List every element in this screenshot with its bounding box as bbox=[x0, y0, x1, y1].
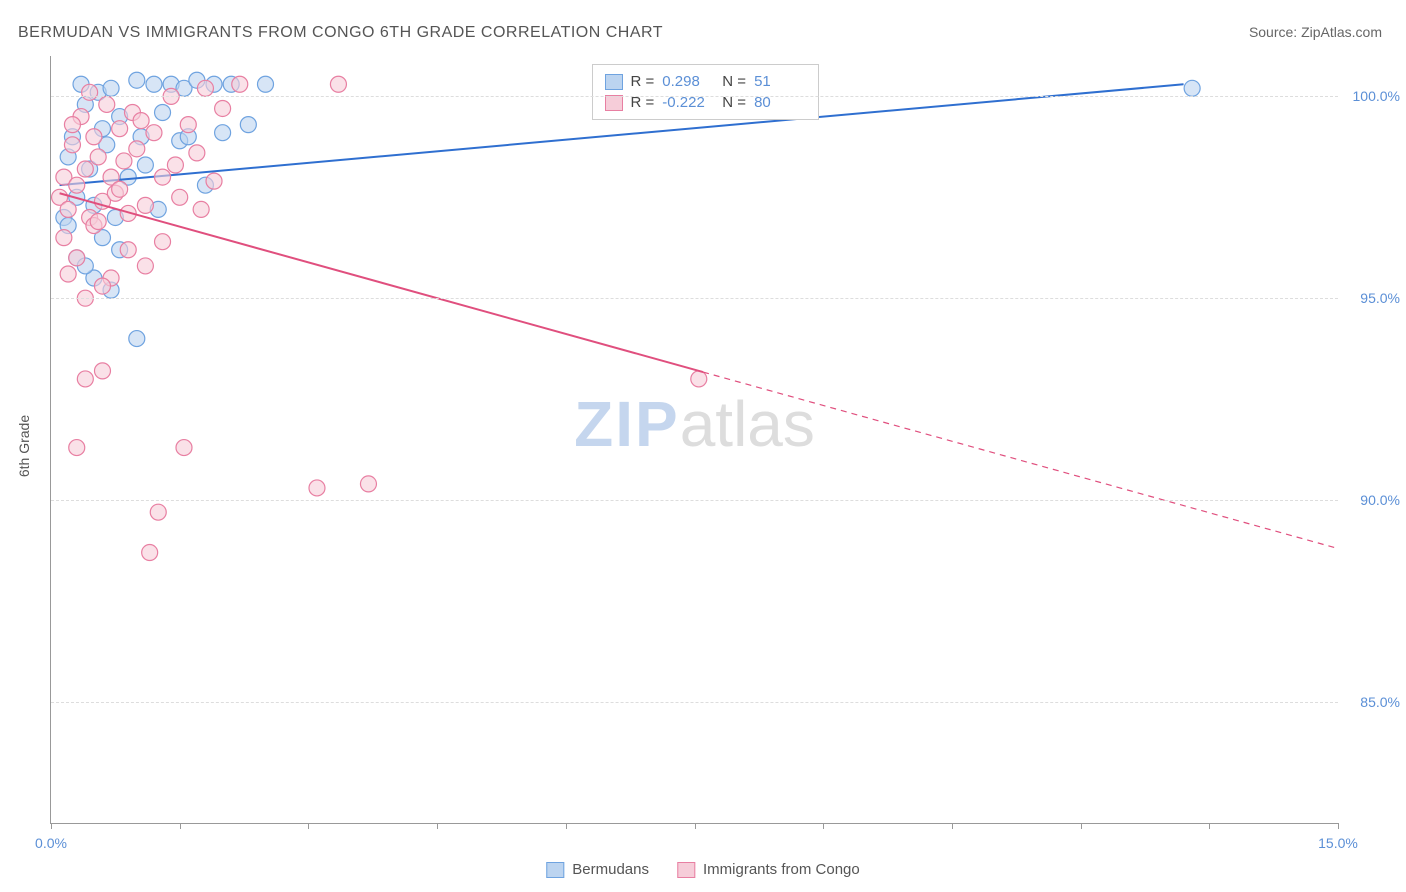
scatter-point bbox=[1184, 80, 1200, 96]
scatter-point bbox=[137, 197, 153, 213]
scatter-point bbox=[176, 440, 192, 456]
stats-row: R = 0.298 N = 51 bbox=[605, 71, 807, 92]
x-tick bbox=[1081, 823, 1082, 829]
legend-label: Immigrants from Congo bbox=[703, 861, 860, 878]
stats-legend-box: R = 0.298 N = 51 R = -0.222N = 80 bbox=[592, 64, 820, 120]
scatter-point bbox=[94, 278, 110, 294]
y-axis-title: 6th Grade bbox=[16, 415, 32, 477]
x-tick-label: 0.0% bbox=[35, 835, 67, 851]
legend-swatch bbox=[677, 862, 695, 878]
scatter-point bbox=[232, 76, 248, 92]
scatter-point bbox=[77, 371, 93, 387]
x-tick bbox=[437, 823, 438, 829]
scatter-point bbox=[129, 141, 145, 157]
x-tick bbox=[566, 823, 567, 829]
x-tick bbox=[180, 823, 181, 829]
scatter-point bbox=[64, 137, 80, 153]
scatter-point bbox=[150, 504, 166, 520]
scatter-point bbox=[146, 76, 162, 92]
scatter-point bbox=[112, 181, 128, 197]
scatter-point bbox=[64, 117, 80, 133]
scatter-point bbox=[215, 100, 231, 116]
scatter-point bbox=[172, 189, 188, 205]
scatter-point bbox=[206, 173, 222, 189]
gridline bbox=[51, 500, 1338, 501]
gridline bbox=[51, 96, 1338, 97]
chart-container: BERMUDAN VS IMMIGRANTS FROM CONGO 6TH GR… bbox=[0, 0, 1406, 892]
scatter-point bbox=[86, 129, 102, 145]
y-tick-label: 85.0% bbox=[1360, 694, 1400, 710]
scatter-point bbox=[155, 234, 171, 250]
legend-label: Bermudans bbox=[572, 861, 649, 878]
scatter-point bbox=[137, 258, 153, 274]
scatter-point bbox=[133, 113, 149, 129]
x-tick bbox=[308, 823, 309, 829]
scatter-point bbox=[69, 440, 85, 456]
scatter-point bbox=[69, 250, 85, 266]
n-label: N = bbox=[722, 73, 746, 90]
gridline bbox=[51, 298, 1338, 299]
r-label: R = bbox=[631, 73, 655, 90]
scatter-point bbox=[146, 125, 162, 141]
scatter-point bbox=[60, 201, 76, 217]
scatter-point bbox=[120, 242, 136, 258]
scatter-point bbox=[180, 117, 196, 133]
scatter-point bbox=[129, 331, 145, 347]
legend-item: Immigrants from Congo bbox=[677, 861, 860, 878]
y-tick-label: 95.0% bbox=[1360, 290, 1400, 306]
r-value: 0.298 bbox=[662, 73, 714, 90]
scatter-point bbox=[112, 121, 128, 137]
scatter-point bbox=[197, 80, 213, 96]
scatter-point bbox=[116, 153, 132, 169]
scatter-point bbox=[330, 76, 346, 92]
scatter-point bbox=[69, 177, 85, 193]
scatter-point bbox=[99, 96, 115, 112]
gridline bbox=[51, 702, 1338, 703]
scatter-point bbox=[60, 266, 76, 282]
scatter-point bbox=[90, 149, 106, 165]
scatter-point bbox=[258, 76, 274, 92]
scatter-point bbox=[155, 105, 171, 121]
scatter-point bbox=[82, 84, 98, 100]
x-tick bbox=[51, 823, 52, 829]
x-tick bbox=[1209, 823, 1210, 829]
x-tick bbox=[823, 823, 824, 829]
n-value: 51 bbox=[754, 73, 806, 90]
scatter-point bbox=[129, 72, 145, 88]
x-tick bbox=[952, 823, 953, 829]
scatter-point bbox=[189, 145, 205, 161]
scatter-point bbox=[137, 157, 153, 173]
trend-line-dashed bbox=[703, 372, 1338, 548]
y-tick-label: 100.0% bbox=[1353, 88, 1400, 104]
scatter-point bbox=[167, 157, 183, 173]
plot-area: ZIPatlas R = 0.298N = 51R = -0.222N = 80… bbox=[50, 56, 1338, 824]
chart-svg bbox=[51, 56, 1338, 823]
scatter-point bbox=[309, 480, 325, 496]
scatter-point bbox=[215, 125, 231, 141]
chart-title: BERMUDAN VS IMMIGRANTS FROM CONGO 6TH GR… bbox=[18, 24, 663, 42]
scatter-point bbox=[155, 169, 171, 185]
stats-row: R = -0.222N = 80 bbox=[605, 92, 807, 113]
legend-item: Bermudans bbox=[546, 861, 649, 878]
legend-swatch bbox=[546, 862, 564, 878]
scatter-point bbox=[77, 161, 93, 177]
scatter-point bbox=[103, 80, 119, 96]
scatter-point bbox=[56, 230, 72, 246]
scatter-point bbox=[90, 214, 106, 230]
scatter-point bbox=[360, 476, 376, 492]
scatter-point bbox=[193, 201, 209, 217]
legend-bottom: Bermudans Immigrants from Congo bbox=[546, 861, 859, 878]
x-tick-label: 15.0% bbox=[1318, 835, 1358, 851]
scatter-point bbox=[94, 363, 110, 379]
y-tick-label: 90.0% bbox=[1360, 492, 1400, 508]
scatter-point bbox=[142, 545, 158, 561]
trend-line-solid bbox=[60, 193, 704, 372]
scatter-point bbox=[240, 117, 256, 133]
legend-swatch bbox=[605, 74, 623, 90]
x-tick bbox=[695, 823, 696, 829]
source-label: Source: ZipAtlas.com bbox=[1249, 24, 1382, 40]
scatter-point bbox=[691, 371, 707, 387]
x-tick bbox=[1338, 823, 1339, 829]
